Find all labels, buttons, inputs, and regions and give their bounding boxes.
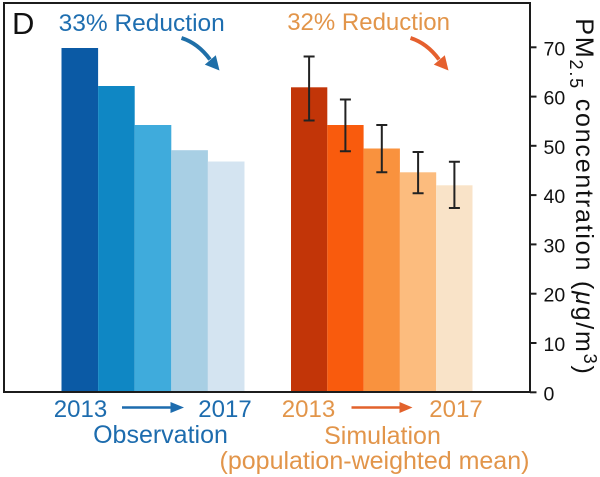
svg-text:20: 20 [544, 285, 566, 307]
svg-text:32% Reduction: 32% Reduction [287, 9, 450, 36]
svg-text:2017: 2017 [429, 396, 482, 423]
svg-text:30: 30 [544, 235, 566, 257]
svg-text:Simulation: Simulation [324, 422, 441, 450]
svg-text:Observation: Observation [93, 421, 228, 449]
svg-text:2013: 2013 [54, 396, 107, 423]
svg-text:D: D [12, 6, 34, 41]
svg-text:40: 40 [544, 186, 566, 208]
svg-text:10: 10 [544, 334, 566, 356]
svg-text:PM2.5 concentration (μg/m3): PM2.5 concentration (μg/m3) [566, 18, 600, 375]
svg-text:33% Reduction: 33% Reduction [59, 10, 225, 37]
svg-text:(population-weighted mean): (population-weighted mean) [220, 447, 530, 475]
svg-text:50: 50 [544, 137, 566, 159]
svg-text:0: 0 [544, 383, 555, 405]
svg-text:2013: 2013 [282, 396, 335, 423]
svg-text:60: 60 [544, 88, 566, 110]
svg-text:2017: 2017 [198, 396, 251, 423]
svg-text:70: 70 [544, 38, 566, 60]
